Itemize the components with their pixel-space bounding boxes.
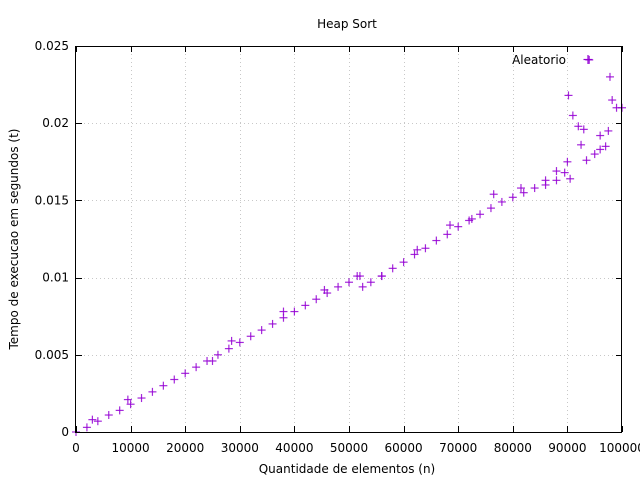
x-tick-label: 50000: [330, 441, 368, 455]
x-tick-label: 60000: [385, 441, 423, 455]
data-point: [454, 222, 463, 231]
data-point: [608, 96, 617, 105]
data-point: [312, 295, 321, 304]
data-point: [432, 236, 441, 245]
data-point: [246, 332, 255, 341]
x-tick-label: 90000: [548, 441, 586, 455]
data-point: [268, 319, 277, 328]
data-point: [224, 344, 233, 353]
x-tick-label: 10000: [112, 441, 150, 455]
data-point: [213, 350, 222, 359]
y-tick-label: 0.015: [35, 193, 69, 207]
data-point: [345, 278, 353, 287]
x-tick-label: 80000: [494, 441, 532, 455]
x-tick-label: 20000: [166, 441, 204, 455]
data-point: [577, 140, 586, 149]
data-point: [564, 91, 573, 100]
data-point: [334, 282, 343, 291]
data-point: [421, 244, 430, 253]
data-point: [476, 210, 485, 219]
data-point: [582, 156, 591, 165]
data-point: [82, 423, 91, 432]
y-tick-label: 0.02: [42, 116, 69, 130]
data-point: [467, 214, 476, 223]
data-point: [227, 336, 236, 345]
data-point: [279, 307, 288, 316]
legend-label: Aleatorio: [512, 53, 566, 67]
data-point: [519, 188, 528, 197]
data-point: [358, 282, 367, 291]
data-point: [530, 184, 539, 193]
y-tick-label: 0.005: [35, 348, 69, 362]
data-point: [508, 193, 517, 202]
legend: Aleatorio: [512, 53, 593, 67]
data-point: [410, 250, 419, 259]
data-point: [574, 122, 583, 131]
x-tick-label: 40000: [275, 441, 313, 455]
data-points: [72, 55, 626, 436]
data-point: [552, 167, 561, 176]
axis-ticks: [76, 46, 623, 433]
y-tick-labels: 0 0.005 0.01 0.015 0.02 0.025: [35, 39, 69, 439]
plot-area-border: [75, 46, 622, 433]
y-tick-label: 0: [61, 425, 69, 439]
data-point: [123, 395, 132, 404]
data-point: [301, 301, 310, 310]
data-point: [115, 406, 124, 415]
data-point: [489, 190, 498, 199]
data-point: [388, 264, 397, 273]
data-point: [104, 411, 113, 420]
data-point: [601, 142, 610, 151]
data-point: [413, 245, 422, 254]
y-tick-label: 0.01: [42, 271, 69, 285]
data-point: [486, 204, 495, 213]
data-point: [366, 278, 375, 287]
data-point: [88, 415, 97, 424]
data-point: [353, 272, 362, 281]
data-point: [541, 176, 550, 185]
data-point: [516, 184, 525, 193]
x-tick-label: 0: [72, 441, 80, 455]
chart-title: Heap Sort: [317, 17, 377, 31]
y-axis-label: Tempo de execucao em segundos (t): [7, 129, 21, 351]
x-tick-label: 30000: [221, 441, 259, 455]
y-tick-label: 0.025: [35, 39, 69, 53]
data-point: [170, 375, 179, 384]
data-point: [579, 125, 588, 134]
data-point: [497, 197, 506, 206]
x-tick-labels: 0 10000 20000 30000 40000 50000 60000 70000 8000…: [72, 441, 640, 455]
data-point: [257, 326, 266, 335]
data-point: [290, 307, 299, 316]
data-point: [159, 381, 168, 390]
data-point: [377, 272, 386, 281]
data-point: [93, 417, 102, 426]
data-point: [604, 126, 613, 135]
data-point: [320, 285, 329, 294]
data-point: [596, 131, 605, 140]
data-point: [552, 176, 561, 185]
data-point: [566, 174, 575, 183]
x-axis-label: Quantidade de elementos (n): [259, 462, 436, 476]
data-point: [446, 221, 455, 230]
data-point: [126, 400, 135, 409]
data-point: [137, 394, 146, 403]
data-point: [235, 338, 244, 347]
x-tick-label: 70000: [439, 441, 477, 455]
data-point: [148, 387, 157, 396]
data-point: [208, 356, 217, 365]
legend-marker: [583, 55, 593, 64]
data-point: [192, 363, 201, 372]
data-point: [399, 258, 408, 267]
data-point: [590, 150, 599, 159]
data-point: [443, 230, 452, 239]
data-point: [596, 145, 605, 154]
data-point: [181, 369, 190, 378]
data-point: [605, 72, 614, 81]
data-point: [563, 157, 572, 166]
data-point: [568, 111, 577, 120]
data-point: [560, 168, 569, 177]
